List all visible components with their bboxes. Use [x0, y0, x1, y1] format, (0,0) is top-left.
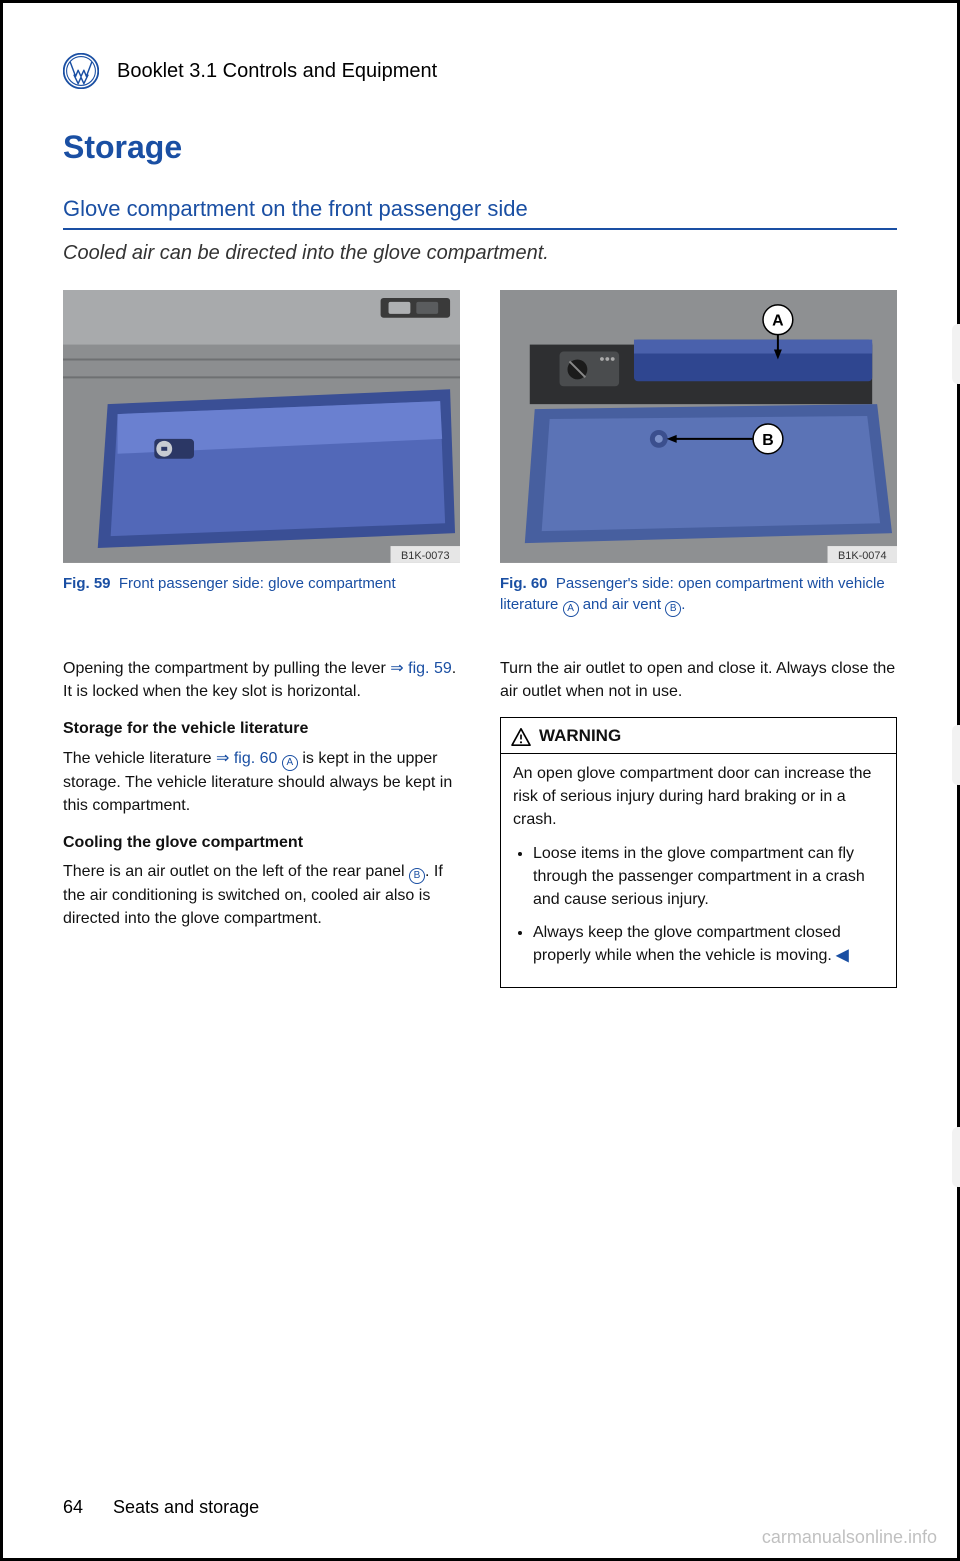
subsection-heading: Glove compartment on the front passenger…	[63, 196, 897, 230]
figure-59: B1K-0073	[63, 290, 460, 563]
intro-text: Cooled air can be directed into the glov…	[63, 242, 897, 265]
figure-link: ⇒ fig. 60	[216, 750, 277, 767]
watermark: carmanualsonline.info	[762, 1527, 937, 1548]
warning-box: WARNING An open glove compartment door c…	[500, 717, 897, 988]
callout-b-icon: B	[409, 868, 425, 884]
paragraph: Opening the compartment by pulling the l…	[63, 657, 460, 703]
paragraph: There is an air outlet on the left of th…	[63, 860, 460, 930]
caption-text: Passenger's side: open compartment with …	[500, 575, 885, 613]
figure-60: ●●● A B	[500, 290, 897, 563]
page-number: 64	[63, 1497, 83, 1518]
svg-text:●●●: ●●●	[599, 353, 615, 363]
caption-label: Fig. 59	[63, 575, 111, 592]
captions-row: Fig. 59 Front passenger side: glove comp…	[63, 573, 897, 617]
callout-a-icon: A	[563, 601, 579, 617]
right-column: Turn the air outlet to open and close it…	[500, 657, 897, 989]
svg-text:A: A	[772, 313, 784, 330]
page-tabs	[952, 3, 960, 1558]
figure-link: ⇒ fig. 59	[390, 660, 451, 677]
callout-a-icon: A	[282, 755, 298, 771]
figure-60-caption: Fig. 60 Passenger's side: open compartme…	[500, 573, 897, 617]
sub-heading: Cooling the glove compartment	[63, 831, 460, 854]
body-columns: Opening the compartment by pulling the l…	[63, 657, 897, 989]
caption-label: Fig. 60	[500, 575, 548, 592]
callout-b-icon: B	[665, 601, 681, 617]
warning-title: WARNING	[539, 724, 621, 749]
warning-text: An open glove compartment door can incre…	[513, 762, 884, 832]
warning-body: An open glove compartment door can incre…	[501, 754, 896, 988]
left-column: Opening the compartment by pulling the l…	[63, 657, 460, 989]
tab-nub	[952, 725, 960, 785]
svg-text:B: B	[762, 432, 773, 449]
manual-page: Booklet 3.1 Controls and Equipment Stora…	[0, 0, 960, 1561]
page-footer: 64 Seats and storage	[63, 1497, 259, 1518]
warning-icon	[511, 728, 531, 746]
figures-row: B1K-0073 ●●●	[63, 290, 897, 563]
figure-code: B1K-0074	[838, 550, 887, 562]
booklet-title: Booklet 3.1 Controls and Equipment	[117, 60, 437, 83]
tab-nub	[952, 324, 960, 384]
sub-heading: Storage for the vehicle literature	[63, 717, 460, 740]
end-mark-icon: ◀	[836, 947, 848, 964]
figure-code: B1K-0073	[401, 550, 450, 562]
page-header: Booklet 3.1 Controls and Equipment	[63, 53, 897, 89]
caption-text: Front passenger side: glove compartment	[119, 575, 396, 592]
warning-bullet: Loose items in the glove compartment can…	[533, 842, 884, 912]
chapter-title: Seats and storage	[113, 1497, 259, 1518]
tab-nub	[952, 1127, 960, 1187]
warning-heading: WARNING	[501, 718, 896, 754]
section-heading: Storage	[63, 129, 897, 166]
warning-bullet: Always keep the glove compartment closed…	[533, 921, 884, 967]
paragraph: The vehicle literature ⇒ fig. 60 A is ke…	[63, 747, 460, 817]
figure-59-caption: Fig. 59 Front passenger side: glove comp…	[63, 573, 460, 617]
vw-logo-icon	[63, 53, 99, 89]
caption-text: and air vent	[579, 596, 666, 613]
paragraph: Turn the air outlet to open and close it…	[500, 657, 897, 703]
